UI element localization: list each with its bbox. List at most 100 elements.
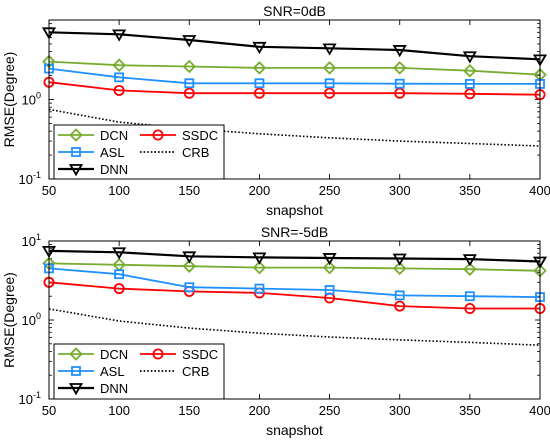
legend-marker-dnn <box>68 164 84 177</box>
data-point-ssdc <box>464 88 476 100</box>
data-point-dnn <box>462 254 477 267</box>
data-point-asl <box>464 79 475 89</box>
legend: DCN SSDC ASL CRB DNN <box>53 343 225 400</box>
plot-frame <box>48 19 541 180</box>
series-line-dcn <box>48 262 541 272</box>
x-tick-label: 350 <box>459 403 481 418</box>
chart-title: SNR=-5dB <box>261 224 328 240</box>
x-tick-label: 100 <box>108 403 130 418</box>
x-tick-label: 200 <box>249 403 271 418</box>
data-point-dcn <box>252 61 267 75</box>
data-point-dnn <box>182 251 197 264</box>
series-dcn <box>42 54 547 82</box>
x-tick-label: 300 <box>389 183 411 198</box>
x-tick-label: 400 <box>529 183 550 198</box>
legend-label-dnn: DNN <box>100 162 128 177</box>
legend-item-asl: ASL <box>58 145 125 160</box>
data-point-asl <box>114 269 125 280</box>
x-tick-label: 50 <box>42 403 56 418</box>
data-point-asl <box>324 78 335 89</box>
data-point-asl <box>394 78 405 89</box>
legend-label-asl: ASL <box>100 364 125 379</box>
legend-label-dcn: DCN <box>100 128 128 143</box>
x-tick-label: 250 <box>319 403 341 418</box>
legend-marker-asl <box>71 147 81 157</box>
x-tick-label: 100 <box>108 183 130 198</box>
legend: DCN SSDC ASL CRB DNN <box>53 124 225 180</box>
data-point-ssdc <box>113 84 125 96</box>
data-point-dnn <box>322 43 337 56</box>
data-point-dnn <box>462 51 477 64</box>
series-line-asl <box>48 267 541 298</box>
data-point-dcn <box>392 261 407 276</box>
data-point-dcn <box>252 260 267 275</box>
data-point-asl <box>254 283 265 294</box>
data-point-dnn <box>112 247 127 260</box>
data-point-dcn <box>392 61 407 75</box>
data-point-asl <box>184 78 195 89</box>
x-tick-label: 50 <box>42 183 56 198</box>
data-point-dcn <box>182 59 197 74</box>
legend-item-crb: CRB <box>140 145 209 160</box>
series-line-dnn <box>48 31 541 61</box>
series-line-ssdc <box>48 81 541 96</box>
legend-item-dnn: DNN <box>58 381 128 396</box>
x-tick-label: 250 <box>319 183 341 198</box>
x-axis-label: snapshot <box>266 202 323 218</box>
y-axis-label: RMSE(Degree) <box>1 272 17 368</box>
series-line-ssdc <box>48 281 540 310</box>
data-point-dnn <box>252 252 267 265</box>
data-point-asl <box>254 78 265 89</box>
legend-marker-dcn <box>69 128 83 142</box>
legend-label-ssdc: SSDC <box>182 128 218 143</box>
data-point-dnn <box>392 45 407 58</box>
legend-marker-dcn <box>69 347 83 361</box>
data-point-ssdc <box>464 302 476 314</box>
data-point-asl <box>324 285 335 295</box>
y-tick-label: 10-1 <box>19 390 41 407</box>
legend-item-dcn: DCN <box>58 128 128 143</box>
legend-label-dcn: DCN <box>100 347 128 362</box>
data-point-ssdc <box>113 283 125 295</box>
y-axis-label: RMSE(Degree) <box>1 52 17 148</box>
y-tick-label: 10-1 <box>19 170 41 187</box>
legend-marker-ssdc <box>152 129 164 141</box>
x-tick-label: 300 <box>389 403 411 418</box>
data-point-dcn <box>463 262 477 276</box>
data-point-dcn <box>322 61 337 75</box>
legend-label-crb: CRB <box>182 145 209 160</box>
legend-item-ssdc: SSDC <box>140 128 218 143</box>
data-point-ssdc <box>394 300 406 312</box>
data-point-dnn <box>112 29 127 42</box>
data-point-ssdc <box>324 87 336 99</box>
plot-frame <box>48 240 541 400</box>
series-line-asl <box>48 67 540 85</box>
chart-panel-1: 10-1 100 50 100 150 200 250 300 350 400 DCN SSDC ASL… <box>1 3 550 218</box>
series-line-dnn <box>48 249 541 263</box>
series-crb <box>48 108 541 147</box>
chart-title: SNR=0dB <box>263 3 326 19</box>
series-line-dcn <box>48 60 541 76</box>
data-point-ssdc <box>183 87 195 99</box>
legend-marker-dnn <box>68 383 84 396</box>
data-point-dcn <box>182 259 197 273</box>
legend-item-crb: CRB <box>140 364 209 379</box>
y-tick-label: 100 <box>22 91 41 108</box>
chart-panel-2: 10-1 100 101 50 100 150 200 250 300 350 400 DCN SSDC… <box>1 224 550 438</box>
data-point-dcn <box>463 63 477 78</box>
x-tick-label: 150 <box>178 183 200 198</box>
data-point-ssdc <box>253 87 265 99</box>
data-point-dnn <box>182 35 197 48</box>
data-point-asl <box>114 72 125 83</box>
data-point-asl <box>464 291 475 302</box>
legend-item-asl: ASL <box>58 364 125 379</box>
data-point-asl <box>394 290 405 301</box>
x-tick-label: 350 <box>459 183 481 198</box>
series-dnn <box>41 245 548 269</box>
series-asl <box>44 63 545 89</box>
y-tick-label: 101 <box>22 232 41 249</box>
legend-label-ssdc: SSDC <box>182 347 218 362</box>
legend-item-dnn: DNN <box>58 162 128 177</box>
data-point-asl <box>184 282 195 293</box>
legend-label-asl: ASL <box>100 145 125 160</box>
